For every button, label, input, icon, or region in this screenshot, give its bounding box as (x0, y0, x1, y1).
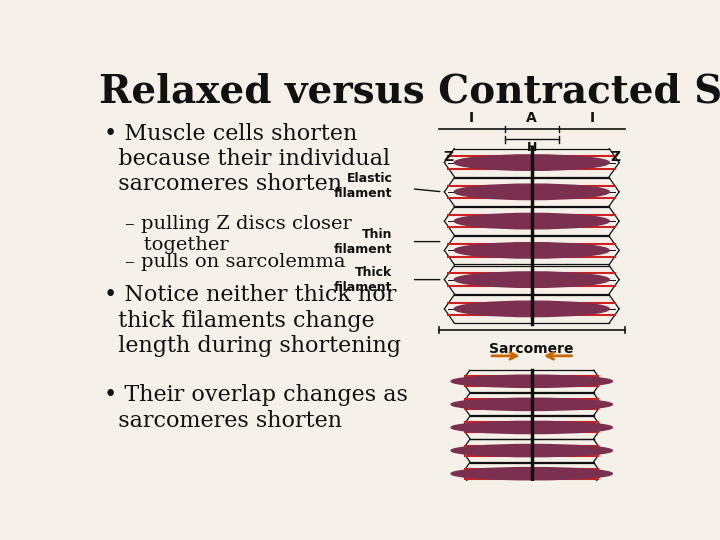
Ellipse shape (454, 301, 609, 316)
Text: Sarcomere: Sarcomere (490, 342, 574, 356)
Ellipse shape (451, 399, 612, 410)
Ellipse shape (451, 444, 612, 457)
Text: Z: Z (611, 150, 621, 164)
Ellipse shape (451, 468, 612, 480)
Text: • Their overlap changes as
  sarcomeres shorten: • Their overlap changes as sarcomeres sh… (104, 384, 408, 432)
Text: • Notice neither thick nor
  thick filaments change
  length during shortening: • Notice neither thick nor thick filamen… (104, 284, 401, 357)
Text: I: I (469, 111, 474, 125)
Text: Thin
filament: Thin filament (334, 227, 392, 255)
Ellipse shape (451, 491, 612, 503)
Text: A: A (526, 111, 537, 125)
Ellipse shape (451, 421, 612, 434)
Ellipse shape (454, 242, 609, 258)
Text: Relaxed versus Contracted Sarcomere: Relaxed versus Contracted Sarcomere (99, 72, 720, 111)
Text: – pulling Z discs closer
   together: – pulling Z discs closer together (125, 215, 351, 254)
Text: I: I (590, 111, 595, 125)
Ellipse shape (454, 272, 609, 287)
Text: • Muscle cells shorten
  because their individual
  sarcomeres shorten: • Muscle cells shorten because their ind… (104, 123, 390, 195)
Text: – pulls on sarcolemma: – pulls on sarcolemma (125, 253, 346, 272)
Ellipse shape (451, 375, 612, 387)
Text: Z: Z (443, 150, 453, 164)
Text: Thick
filament: Thick filament (334, 266, 392, 294)
Text: H: H (526, 141, 537, 154)
Ellipse shape (454, 213, 609, 229)
Ellipse shape (454, 155, 609, 170)
Ellipse shape (454, 184, 609, 200)
Ellipse shape (451, 514, 612, 526)
Text: Elastic
filament: Elastic filament (334, 172, 392, 200)
